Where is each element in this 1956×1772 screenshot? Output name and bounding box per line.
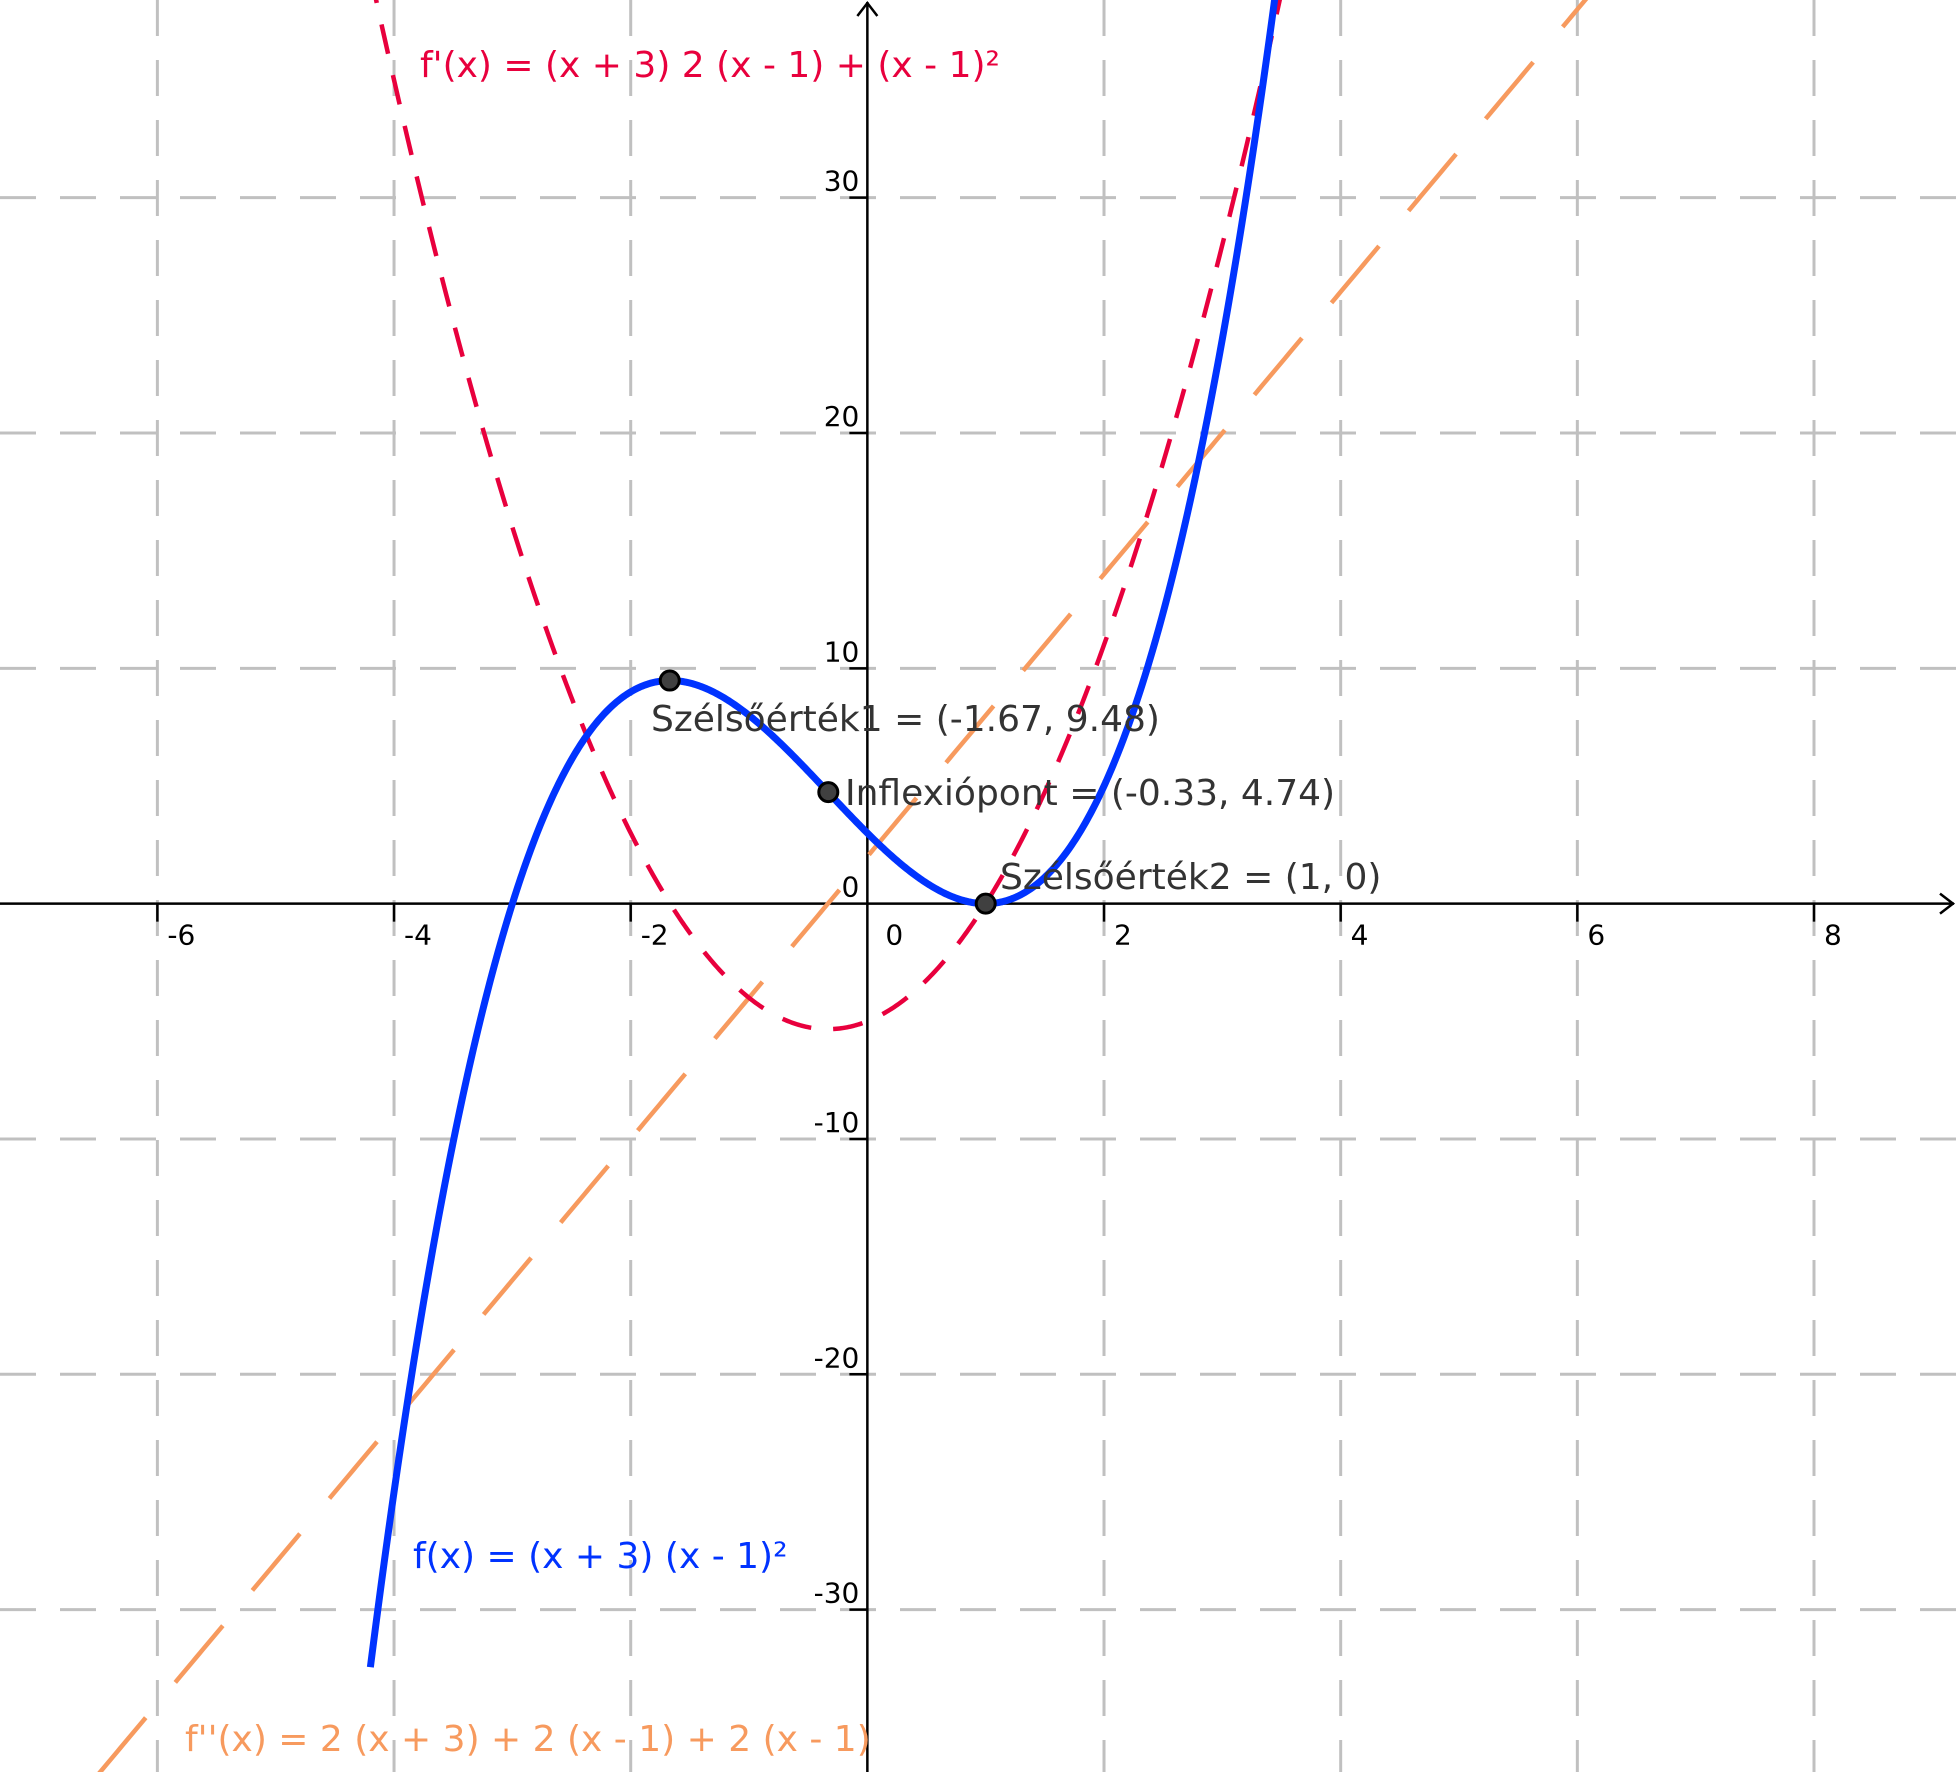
y-tick-label: -20	[814, 1341, 860, 1374]
point-marker	[658, 669, 681, 692]
y-axis-arrow	[856, 0, 879, 17]
point-label-extremum-1: Szélsőérték1 = (-1.67, 9.48)	[651, 699, 1160, 740]
special-points	[658, 669, 997, 915]
x-tick-label: 0	[885, 919, 903, 952]
series-curve-f-second-derivative	[97, 0, 1589, 1772]
point-marker	[817, 781, 840, 804]
y-tick-label: -10	[814, 1106, 860, 1139]
y-tick-label: 30	[824, 165, 860, 198]
x-tick-label: -4	[404, 919, 432, 952]
x-tick-label: 8	[1824, 919, 1842, 952]
y-tick-label: 0	[842, 871, 860, 904]
y-tick-label: 20	[824, 400, 860, 433]
x-tick-label: 4	[1351, 919, 1369, 952]
series-curve-f	[366, 0, 1279, 1668]
x-tick-label: -6	[167, 919, 195, 952]
point-marker	[974, 892, 997, 915]
x-axis-arrow	[1939, 892, 1956, 915]
x-tick-label: -2	[641, 919, 669, 952]
series-label-f-derivative: f'(x) = (x + 3) 2 (x - 1) + (x - 1)²	[420, 45, 1000, 86]
y-tick-label: 10	[824, 635, 860, 668]
y-tick-label: -30	[814, 1577, 860, 1610]
point-label-extremum-2: Szélsőérték2 = (1, 0)	[1000, 857, 1381, 898]
series-label-f: f(x) = (x + 3) (x - 1)²	[413, 1536, 788, 1577]
point-label-inflection: Inflexiópont = (-0.33, 4.74)	[845, 773, 1335, 814]
x-tick-label: 2	[1114, 919, 1132, 952]
x-tick-label: 6	[1587, 919, 1605, 952]
series-label-f-second-derivative: f''(x) = 2 (x + 3) + 2 (x - 1) + 2 (x - …	[185, 1719, 871, 1760]
